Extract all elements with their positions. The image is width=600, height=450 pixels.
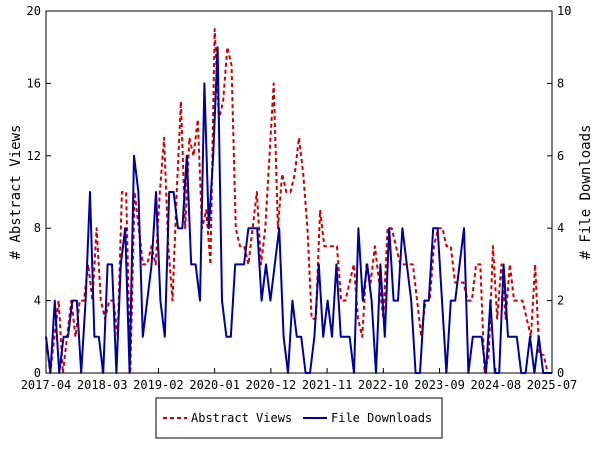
x-tick-label: 2020-12 bbox=[246, 378, 297, 392]
right-tick-label: 6 bbox=[557, 149, 564, 163]
right-tick-label: 4 bbox=[557, 221, 564, 235]
x-tick-label: 2019-02 bbox=[133, 378, 184, 392]
x-tick-label: 2025-07 bbox=[527, 378, 578, 392]
x-tick-label: 2021-11 bbox=[302, 378, 353, 392]
x-tick-label: 2022-10 bbox=[358, 378, 409, 392]
left-tick-label: 20 bbox=[27, 4, 41, 18]
legend-label-file-downloads: File Downloads bbox=[331, 411, 432, 425]
left-tick-label: 16 bbox=[27, 76, 41, 90]
right-tick-label: 10 bbox=[557, 4, 571, 18]
x-axis: 2017-04 2018-03 2019-02 2020-01 2020-12 2021-… bbox=[21, 368, 578, 392]
left-y-axis: 0 4 8 12 16 20 bbox=[27, 4, 51, 380]
left-tick-label: 4 bbox=[34, 294, 41, 308]
x-tick-label: 2018-03 bbox=[77, 378, 128, 392]
series-line-file-downloads bbox=[45, 46, 552, 374]
right-tick-label: 0 bbox=[557, 366, 564, 380]
x-tick-label: 2024-08 bbox=[470, 378, 521, 392]
plot-frame bbox=[45, 10, 553, 374]
right-axis-title: # File Downloads bbox=[578, 125, 594, 260]
series-line-abstract-views bbox=[45, 28, 552, 374]
left-tick-label: 0 bbox=[34, 366, 41, 380]
left-tick-label: 12 bbox=[27, 149, 41, 163]
legend: Abstract Views File Downloads bbox=[155, 397, 443, 439]
x-tick-label: 2023-09 bbox=[414, 378, 465, 392]
right-tick-label: 2 bbox=[557, 294, 564, 308]
left-axis-title: # Abstract Views bbox=[8, 125, 24, 260]
series-layer bbox=[45, 28, 552, 374]
right-y-axis: 0 2 4 6 8 10 bbox=[547, 4, 571, 380]
x-tick-label: 2017-04 bbox=[21, 378, 72, 392]
left-tick-label: 8 bbox=[34, 221, 41, 235]
legend-label-abstract-views: Abstract Views bbox=[191, 411, 292, 425]
legend-box bbox=[155, 397, 443, 439]
x-tick-label: 2020-01 bbox=[189, 378, 240, 392]
right-tick-label: 8 bbox=[557, 76, 564, 90]
